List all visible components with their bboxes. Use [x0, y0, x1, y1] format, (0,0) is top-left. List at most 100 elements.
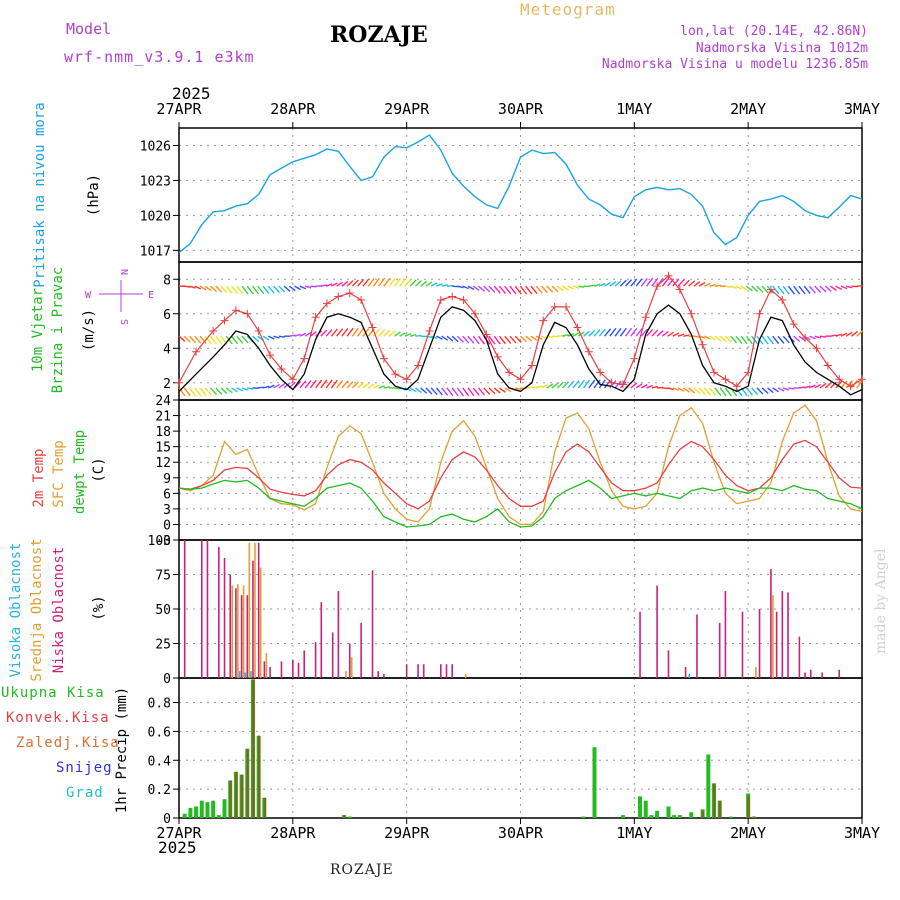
- x-tick-label-bottom: 30APR: [498, 824, 544, 842]
- wind-gust-point: [607, 378, 616, 387]
- wind-barb: [194, 285, 202, 290]
- y-tick-label: 50: [155, 603, 171, 618]
- wind-barb: [493, 387, 501, 394]
- wind-gust-point: [823, 361, 832, 370]
- wind-barb: [267, 285, 275, 294]
- wind-barb: [341, 327, 349, 337]
- wind-barb: [388, 277, 396, 287]
- model-name: wrf-nmm_v3.9.1 e3km: [64, 48, 255, 66]
- wind-barb: [688, 280, 696, 287]
- wind-barb: [341, 280, 349, 287]
- wind-barb: [577, 379, 585, 389]
- wind-barb: [662, 387, 669, 390]
- x-tick-label-bottom: 27APR: [156, 824, 202, 842]
- wind-barb: [472, 285, 480, 291]
- wind-speed-line: [178, 304, 863, 396]
- wind-barb: [557, 334, 564, 337]
- wind-gust-point: [482, 330, 491, 339]
- cloud-mid-legend: Srednja Oblacnost: [29, 538, 45, 681]
- wind-gust-point: [744, 368, 753, 377]
- x-tick-label-bottom: 2MAY: [730, 824, 766, 842]
- wind-gust-point: [618, 380, 627, 389]
- wind-gust-point: [687, 309, 696, 318]
- wind-barb: [704, 282, 711, 287]
- wind-barb: [724, 335, 732, 343]
- wind-gust-point: [858, 375, 866, 384]
- wind-barb: [840, 380, 848, 389]
- wind-barb: [640, 277, 648, 287]
- precip-total-bar: [581, 816, 586, 818]
- wind-barb: [399, 278, 407, 287]
- wind-barb: [194, 335, 202, 344]
- wind-gust-point: [402, 375, 411, 384]
- wind-gust-point: [220, 316, 229, 325]
- wind-barb: [351, 381, 359, 389]
- wind-barb: [325, 283, 333, 287]
- precip-total-bar: [706, 754, 711, 818]
- x-tick-label-top: 2MAY: [730, 100, 766, 118]
- wind-barb: [625, 279, 633, 287]
- wind-barb: [682, 279, 690, 287]
- wind-barb: [546, 383, 554, 389]
- wind-barb: [462, 285, 469, 290]
- y-tick-label: 0.8: [148, 697, 171, 712]
- y-tick-label: 100: [148, 534, 171, 549]
- wind-gust-point: [254, 327, 263, 335]
- wind-barb: [562, 381, 570, 389]
- wind-barb: [362, 382, 370, 389]
- wind-barb: [635, 328, 643, 337]
- wind-barb: [351, 279, 359, 287]
- wind-barb: [830, 285, 837, 291]
- wind-barb: [751, 387, 759, 396]
- wind-barb: [798, 386, 806, 389]
- y-tick-label: 0: [163, 518, 171, 533]
- wind-barb: [373, 384, 380, 389]
- wind-barb: [835, 380, 843, 389]
- wind-barb: [488, 285, 496, 294]
- wind-barb: [514, 335, 522, 343]
- wind-gust-point: [766, 285, 775, 294]
- wind-barb: [830, 334, 837, 337]
- x-tick-label-bottom: 29APR: [384, 824, 430, 842]
- wind-barb: [452, 285, 459, 288]
- wind-barb: [525, 335, 533, 342]
- wind-gust-point: [698, 340, 707, 349]
- wind-barb: [719, 335, 727, 342]
- wind-barb: [525, 285, 533, 295]
- precip-total-bar: [643, 800, 648, 818]
- temp2m-line: [178, 439, 863, 510]
- y-tick-label: 0.6: [148, 725, 171, 740]
- wind-barb: [766, 335, 774, 345]
- wind-barb: [772, 285, 780, 295]
- wind-gust-point: [288, 375, 297, 384]
- wind-barb: [268, 335, 275, 340]
- wind-gust-point: [630, 354, 639, 363]
- pressure-ylabel: (hPa): [86, 174, 102, 216]
- wind-barb: [273, 383, 280, 389]
- cloud-ylabel: (%): [91, 595, 107, 620]
- wind-barb: [556, 285, 564, 292]
- wind-barb: [420, 280, 428, 287]
- wind-barb: [745, 335, 753, 345]
- wind-gust-point: [584, 347, 593, 356]
- wind-barb: [625, 327, 633, 337]
- wind-barb: [341, 380, 349, 389]
- wind-barb: [840, 332, 848, 337]
- year-top: 2025: [172, 84, 211, 103]
- precip-total-bar: [638, 796, 643, 818]
- wind-barb: [704, 335, 711, 340]
- wind-barb: [488, 387, 496, 395]
- wind-barb: [809, 335, 816, 340]
- wind-barb: [829, 381, 837, 389]
- wind-barb: [477, 335, 486, 345]
- y-tick-label: 2: [163, 377, 171, 392]
- precip-conv-bar: [713, 783, 716, 818]
- wind-barb: [777, 335, 785, 344]
- wind-barb: [556, 381, 564, 389]
- y-tick-label: 1023: [140, 174, 171, 189]
- wind-gust-point: [334, 292, 343, 301]
- wind-barb: [672, 278, 680, 287]
- wind-gust-point: [300, 354, 309, 363]
- wind-barb: [283, 382, 291, 389]
- precip-total-bar: [620, 815, 625, 818]
